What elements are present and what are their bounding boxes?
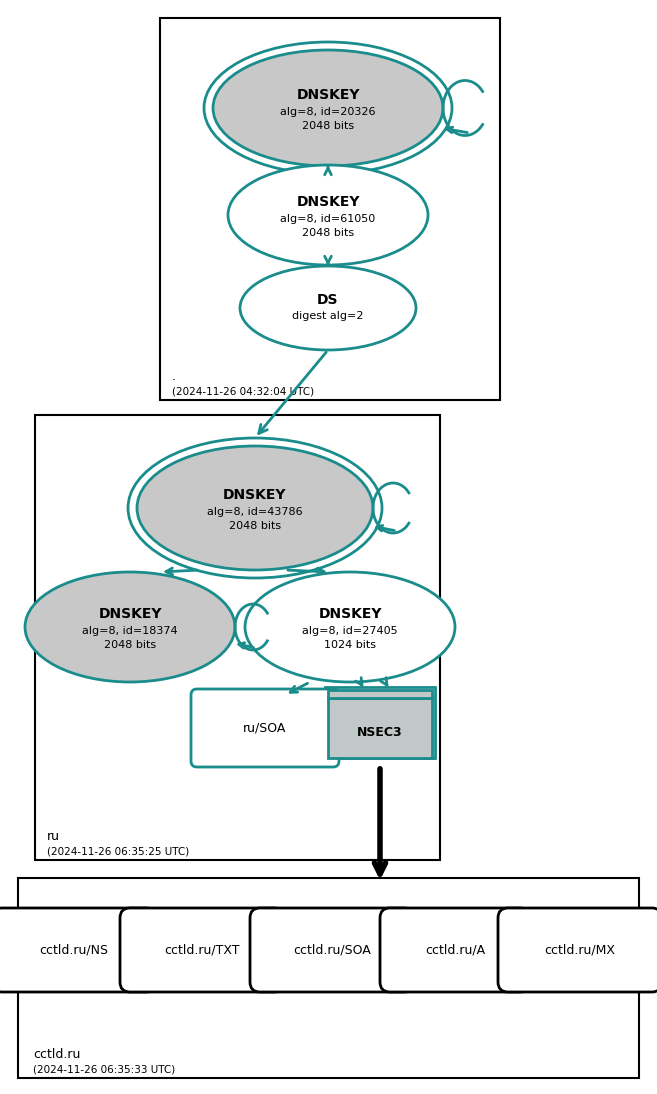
Text: cctld.ru/MX: cctld.ru/MX (545, 943, 616, 956)
Text: 2048 bits: 2048 bits (229, 521, 281, 531)
Text: 2048 bits: 2048 bits (302, 228, 354, 238)
Text: 1024 bits: 1024 bits (324, 640, 376, 650)
Text: alg=8, id=18374: alg=8, id=18374 (82, 626, 178, 636)
Text: alg=8, id=61050: alg=8, id=61050 (281, 214, 376, 224)
Text: alg=8, id=43786: alg=8, id=43786 (207, 507, 303, 517)
Text: NSEC3: NSEC3 (357, 725, 403, 738)
FancyBboxPatch shape (191, 689, 339, 767)
FancyBboxPatch shape (120, 908, 284, 992)
Text: (2024-11-26 06:35:25 UTC): (2024-11-26 06:35:25 UTC) (47, 846, 189, 856)
Text: DNSKEY: DNSKEY (318, 607, 382, 621)
Bar (35, 415, 440, 860)
Ellipse shape (245, 572, 455, 682)
Text: DNSKEY: DNSKEY (223, 488, 286, 502)
Bar (325, 687, 435, 758)
Text: (2024-11-26 04:32:04 UTC): (2024-11-26 04:32:04 UTC) (172, 386, 314, 396)
Ellipse shape (213, 50, 443, 166)
Ellipse shape (137, 446, 373, 570)
Text: DNSKEY: DNSKEY (99, 607, 162, 621)
Text: cctld.ru: cctld.ru (33, 1048, 80, 1061)
FancyBboxPatch shape (380, 908, 530, 992)
Text: ru: ru (47, 830, 60, 843)
Bar (18, 878, 639, 1078)
Bar (328, 698, 432, 758)
Text: digest alg=2: digest alg=2 (292, 311, 364, 321)
Text: alg=8, id=20326: alg=8, id=20326 (281, 107, 376, 117)
Text: DNSKEY: DNSKEY (296, 195, 360, 209)
Text: cctld.ru/A: cctld.ru/A (425, 943, 485, 956)
Ellipse shape (240, 266, 416, 350)
Text: DNSKEY: DNSKEY (296, 88, 360, 102)
Text: cctld.ru/TXT: cctld.ru/TXT (164, 943, 240, 956)
Bar (160, 18, 500, 400)
Ellipse shape (25, 572, 235, 682)
Text: 2048 bits: 2048 bits (302, 121, 354, 131)
Text: (2024-11-26 06:35:33 UTC): (2024-11-26 06:35:33 UTC) (33, 1064, 175, 1074)
Bar (328, 690, 432, 698)
Ellipse shape (228, 165, 428, 265)
Text: DS: DS (317, 293, 339, 307)
FancyBboxPatch shape (250, 908, 414, 992)
Text: alg=8, id=27405: alg=8, id=27405 (302, 626, 397, 636)
FancyBboxPatch shape (498, 908, 657, 992)
Text: .: . (172, 370, 176, 383)
Text: cctld.ru/NS: cctld.ru/NS (39, 943, 108, 956)
Text: 2048 bits: 2048 bits (104, 640, 156, 650)
FancyBboxPatch shape (0, 908, 156, 992)
Text: ru/SOA: ru/SOA (243, 722, 286, 734)
Text: cctld.ru/SOA: cctld.ru/SOA (293, 943, 371, 956)
